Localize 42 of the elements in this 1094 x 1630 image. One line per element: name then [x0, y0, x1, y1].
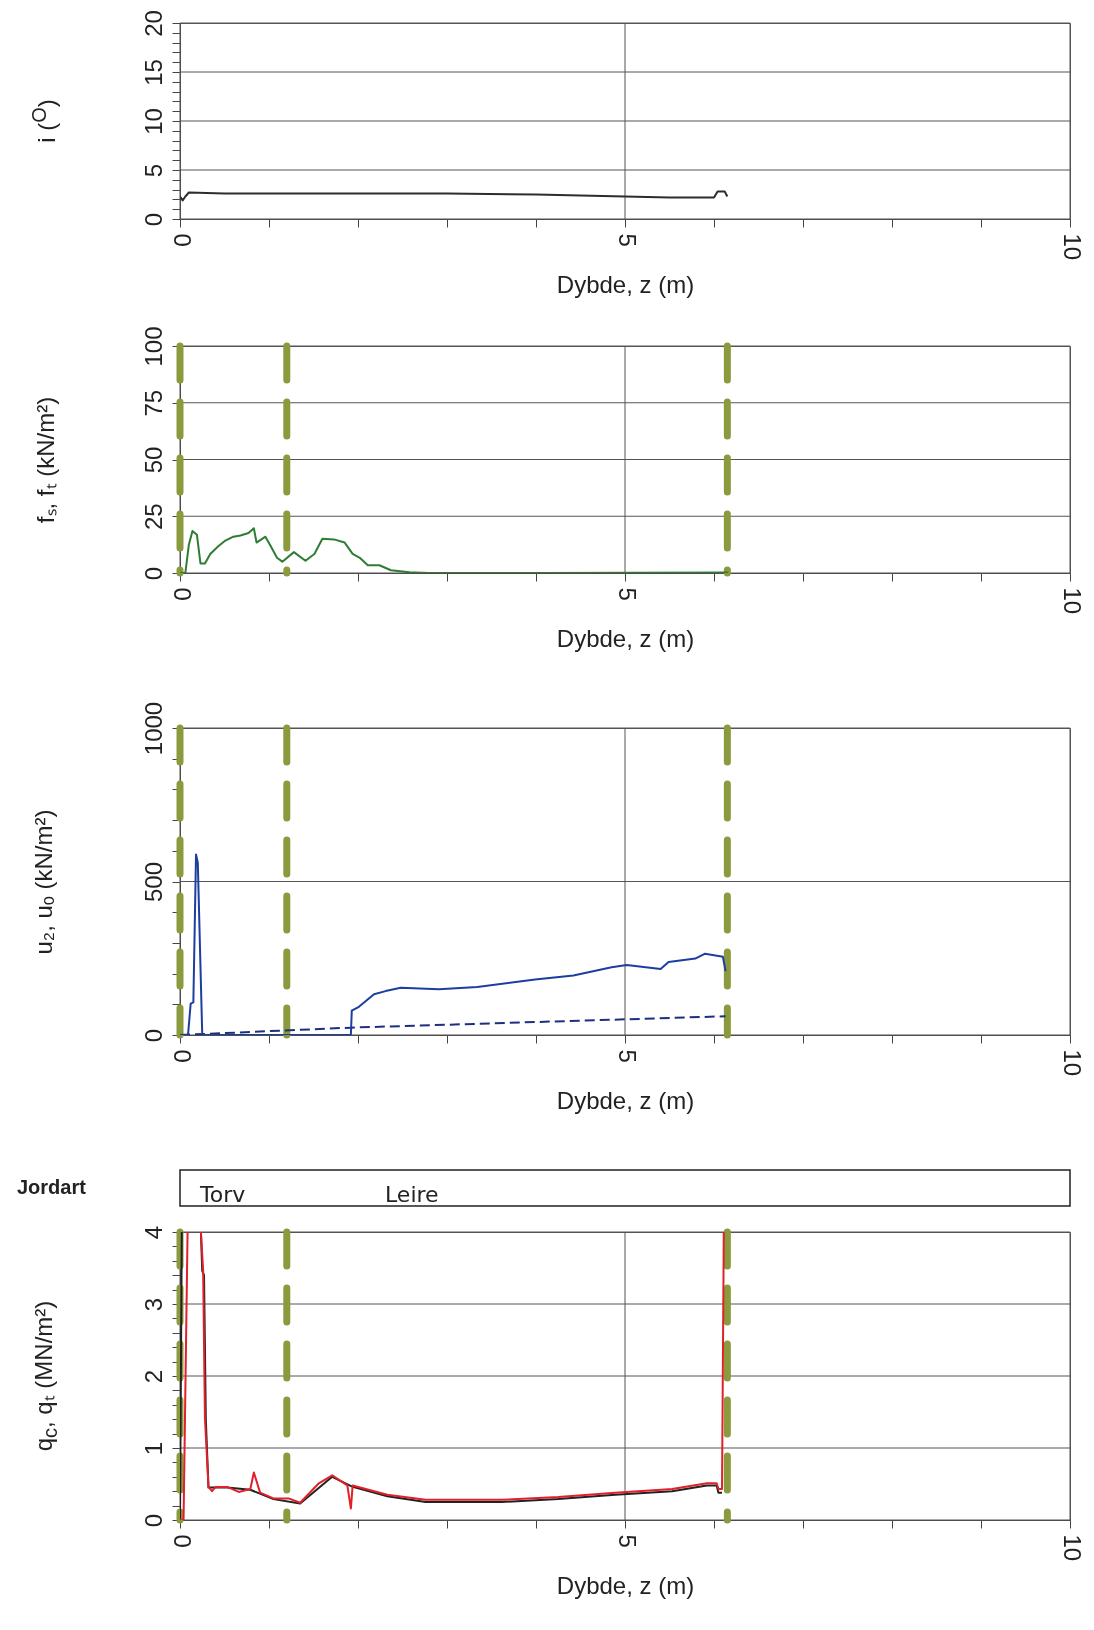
y-tick-label: 100	[139, 326, 167, 367]
y-tick-label: 5	[139, 163, 167, 178]
y-tick-label: 50	[139, 446, 167, 474]
x-tick-label: 5	[613, 587, 641, 601]
x-tick-label: 5	[613, 233, 641, 247]
x-tick-label: 10	[1058, 1049, 1086, 1077]
y-tick-label: 2	[139, 1369, 167, 1384]
line-series	[180, 527, 730, 573]
x-tick-label: 10	[1058, 1534, 1086, 1562]
x-tick-label: 0	[168, 1534, 196, 1548]
y-tick-label: 0	[139, 566, 167, 581]
y-axis-title: fₛ, fₜ (kN/m²)	[30, 396, 60, 523]
x-axis-title: Dybde, z (m)	[556, 271, 695, 299]
line-series	[180, 853, 727, 1035]
x-tick-label: 0	[168, 1049, 196, 1063]
y-tick-label: 75	[139, 389, 167, 417]
x-tick-label: 0	[168, 233, 196, 247]
y-tick-label: 500	[139, 861, 167, 903]
y-tick-label: 15	[139, 59, 167, 86]
y-tick-label: 1	[139, 1441, 167, 1456]
x-tick-label: 5	[613, 1049, 641, 1063]
x-axis-title: Dybde, z (m)	[556, 1087, 695, 1115]
x-axis-title: Dybde, z (m)	[556, 625, 695, 653]
x-tick-label: 0	[168, 587, 196, 601]
y-tick-label: 0	[139, 212, 167, 227]
y-tick-label: 25	[139, 503, 167, 531]
y-tick-label: 0	[139, 1028, 167, 1043]
y-tick-label: 4	[139, 1225, 167, 1240]
y-tick-label: 0	[139, 1513, 167, 1528]
x-tick-label: 5	[613, 1534, 641, 1548]
text: Leire	[385, 1182, 439, 1207]
y-tick-label: 10	[139, 108, 167, 135]
x-tick-label: 10	[1058, 233, 1086, 261]
y-tick-label: 1000	[139, 701, 167, 756]
x-axis-title: Dybde, z (m)	[556, 1572, 695, 1600]
y-axis-title: u₂, uₒ (kN/m²)	[30, 808, 58, 955]
x-tick-label: 10	[1058, 587, 1086, 615]
y-tick-label: 3	[139, 1297, 167, 1312]
text: Jordart	[17, 1176, 87, 1198]
line-series	[180, 190, 729, 202]
text: Torv	[199, 1182, 246, 1207]
y-tick-label: 20	[139, 10, 167, 37]
